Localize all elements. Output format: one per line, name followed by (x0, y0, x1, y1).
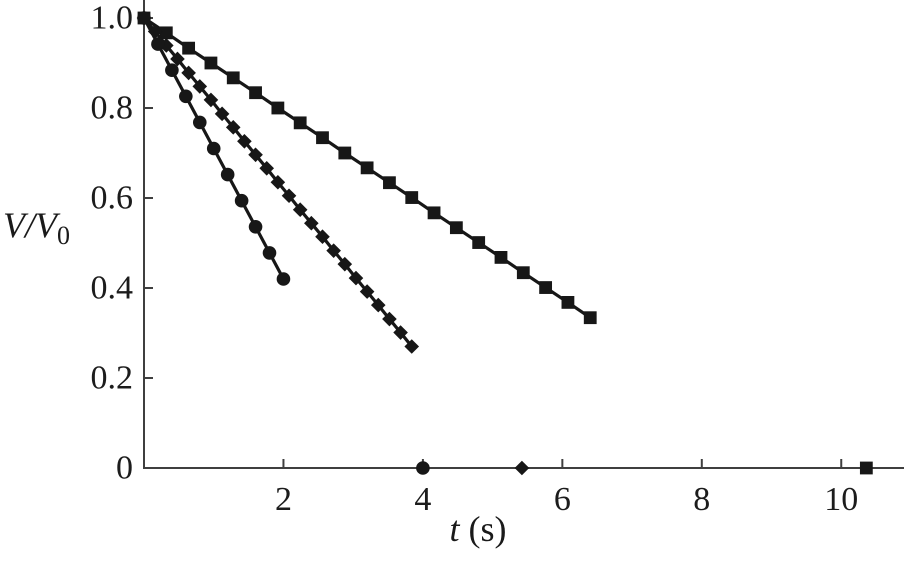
y-tick-labels: 0 0.2 0.4 0.6 0.8 1.0 (91, 0, 134, 487)
x-axis-label-symbol: t (449, 509, 460, 549)
x-tick-label: 6 (554, 481, 571, 518)
y-tick-label: 0.8 (91, 90, 134, 127)
series-squares (137, 11, 873, 475)
y-tick-label: 0.2 (91, 360, 134, 397)
x-axis-label: t (s) (398, 511, 558, 547)
axis-lines (143, 0, 904, 469)
axis-intercept-marker-diamonds (514, 460, 530, 476)
y-axis-label-subscript: 0 (56, 221, 70, 250)
series-circles (137, 11, 430, 475)
y-tick-label: 0 (116, 450, 133, 487)
x-tick-label: 10 (824, 481, 858, 518)
y-tick-label: 0.4 (91, 270, 134, 307)
x-axis-label-unit: (s) (459, 509, 507, 549)
y-axis-label: V/V0 (3, 205, 70, 249)
x-tick-labels: 2 4 6 8 10 (275, 481, 858, 518)
x-tick-label: 8 (693, 481, 710, 518)
axis-intercept-marker-squares (859, 461, 873, 475)
y-tick-label: 1.0 (91, 0, 134, 37)
series-diamonds (136, 10, 530, 476)
axis-ticks (144, 17, 843, 468)
y-axis-label-main: V/V (3, 205, 57, 245)
x-tick-label: 4 (414, 481, 431, 518)
x-tick-label: 2 (275, 481, 292, 518)
y-tick-label: 0.6 (91, 180, 134, 217)
axis-intercept-marker-circles (416, 461, 430, 475)
